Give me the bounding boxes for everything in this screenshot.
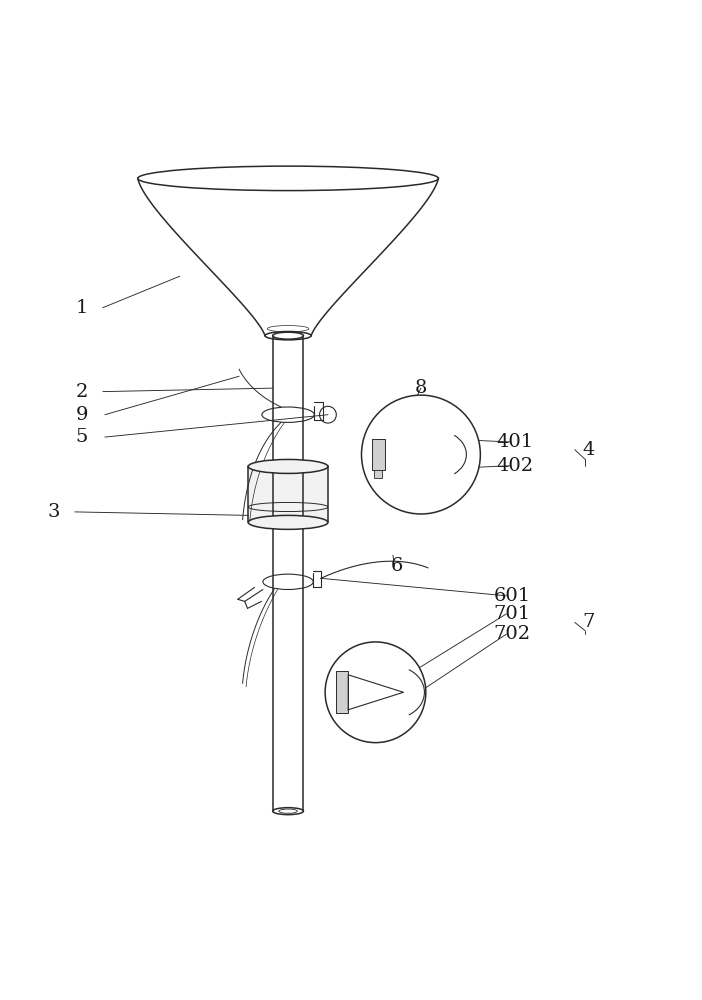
Text: 601: 601 (494, 587, 531, 605)
Text: 4: 4 (583, 441, 595, 459)
Text: 701: 701 (494, 605, 531, 623)
Circle shape (325, 642, 426, 743)
Circle shape (362, 395, 480, 514)
Text: 9: 9 (76, 406, 88, 424)
Text: 1: 1 (76, 299, 88, 317)
Bar (249, 466, 328, 522)
Text: 6: 6 (390, 557, 403, 575)
Text: 7: 7 (583, 613, 595, 631)
Text: 2: 2 (76, 383, 88, 401)
Text: 3: 3 (48, 503, 60, 521)
Ellipse shape (249, 459, 328, 473)
Text: 402: 402 (497, 457, 534, 475)
Bar (336, 671, 348, 713)
Text: 401: 401 (497, 433, 534, 451)
Text: 8: 8 (415, 379, 427, 397)
Text: 702: 702 (494, 625, 531, 643)
Text: 5: 5 (76, 428, 88, 446)
Bar (372, 439, 385, 470)
Bar (374, 470, 382, 478)
Ellipse shape (249, 515, 328, 529)
